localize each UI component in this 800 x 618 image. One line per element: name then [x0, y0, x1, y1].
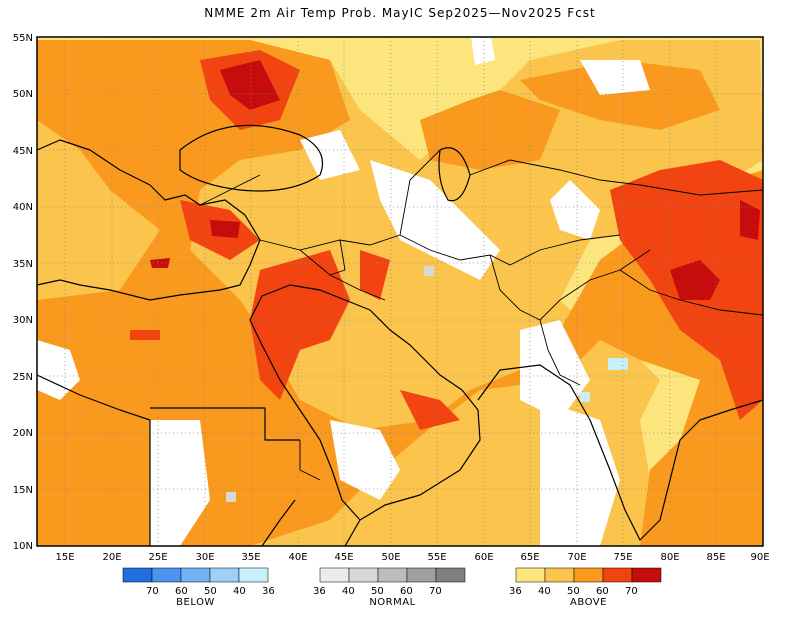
- lat-axis: 55N 50N 45N 40N 35N 30N 25N 20N 15N 10N: [13, 33, 33, 552]
- lat-tick-label: 30N: [13, 315, 33, 326]
- lat-tick-label: 40N: [13, 202, 33, 213]
- legend-below: [122, 567, 269, 583]
- lat-tick-label: 25N: [13, 372, 33, 383]
- lon-tick-label: 60E: [474, 552, 493, 563]
- lon-tick-label: 30E: [195, 552, 214, 563]
- legend-swatch: [151, 567, 182, 583]
- legend-label: 60: [175, 586, 188, 597]
- legend-label: 36: [509, 586, 522, 597]
- legend-swatch: [238, 567, 269, 583]
- legend-swatch: [319, 567, 350, 583]
- legend-label: 50: [567, 586, 580, 597]
- legend-label: 40: [538, 586, 551, 597]
- lat-tick-label: 15N: [13, 485, 33, 496]
- lon-tick-label: 35E: [241, 552, 260, 563]
- country-borders: [199, 149, 763, 481]
- legend-label: 60: [400, 586, 413, 597]
- above-70-region: [150, 60, 760, 300]
- legend-swatch: [377, 567, 408, 583]
- near-normal-patch: [226, 266, 434, 502]
- legend-label: 70: [625, 586, 638, 597]
- lon-tick-label: 40E: [288, 552, 307, 563]
- lon-tick-label: 70E: [567, 552, 586, 563]
- lat-tick-label: 20N: [13, 428, 33, 439]
- lon-tick-label: 65E: [520, 552, 539, 563]
- lon-tick-label: 15E: [55, 552, 74, 563]
- legend-label: 50: [371, 586, 384, 597]
- lat-tick-label: 35N: [13, 259, 33, 270]
- lon-tick-label: 85E: [706, 552, 725, 563]
- legend-swatch: [348, 567, 379, 583]
- legend-swatch: [631, 567, 662, 583]
- legend-label: 60: [596, 586, 609, 597]
- lon-tick-label: 90E: [750, 552, 769, 563]
- lon-tick-label: 75E: [613, 552, 632, 563]
- lon-tick-label: 80E: [660, 552, 679, 563]
- legend-label: 70: [146, 586, 159, 597]
- no-signal-region: [37, 37, 650, 546]
- lat-tick-label: 55N: [13, 33, 33, 44]
- legend-swatch: [435, 567, 466, 583]
- legend-label: 70: [429, 586, 442, 597]
- legend-label: 50: [204, 586, 217, 597]
- lon-tick-label: 55E: [427, 552, 446, 563]
- lon-tick-label: 50E: [381, 552, 400, 563]
- legend-normal: [319, 567, 466, 583]
- legend-caption-below: BELOW: [176, 597, 215, 608]
- legend-label: 36: [262, 586, 275, 597]
- lon-tick-label: 25E: [148, 552, 167, 563]
- legend-label: 40: [342, 586, 355, 597]
- lon-axis: 15E 20E 25E 30E 35E 40E 45E 50E 55E 60E …: [55, 552, 769, 563]
- legend-caption-above: ABOVE: [570, 597, 607, 608]
- legend-swatch: [602, 567, 633, 583]
- lat-tick-label: 45N: [13, 146, 33, 157]
- chart-title: NMME 2m Air Temp Prob. MayIC Sep2025—Nov…: [204, 6, 596, 20]
- legend-swatch: [209, 567, 240, 583]
- legend-swatch: [122, 567, 153, 583]
- lat-tick-label: 50N: [13, 89, 33, 100]
- legend-swatch: [573, 567, 604, 583]
- legend-swatch: [515, 567, 546, 583]
- legend-caption-normal: NORMAL: [369, 597, 416, 608]
- legend-swatch: [180, 567, 211, 583]
- map-frame: [36, 36, 764, 547]
- legend-above: [515, 567, 662, 583]
- lon-tick-label: 20E: [102, 552, 121, 563]
- legend-swatch: [544, 567, 575, 583]
- legend-label: 36: [313, 586, 326, 597]
- legend-label: 40: [233, 586, 246, 597]
- legend-swatch: [406, 567, 437, 583]
- gridlines: [37, 37, 763, 546]
- lat-tick-label: 10N: [13, 541, 33, 552]
- coastlines: [37, 124, 763, 546]
- lon-tick-label: 45E: [334, 552, 353, 563]
